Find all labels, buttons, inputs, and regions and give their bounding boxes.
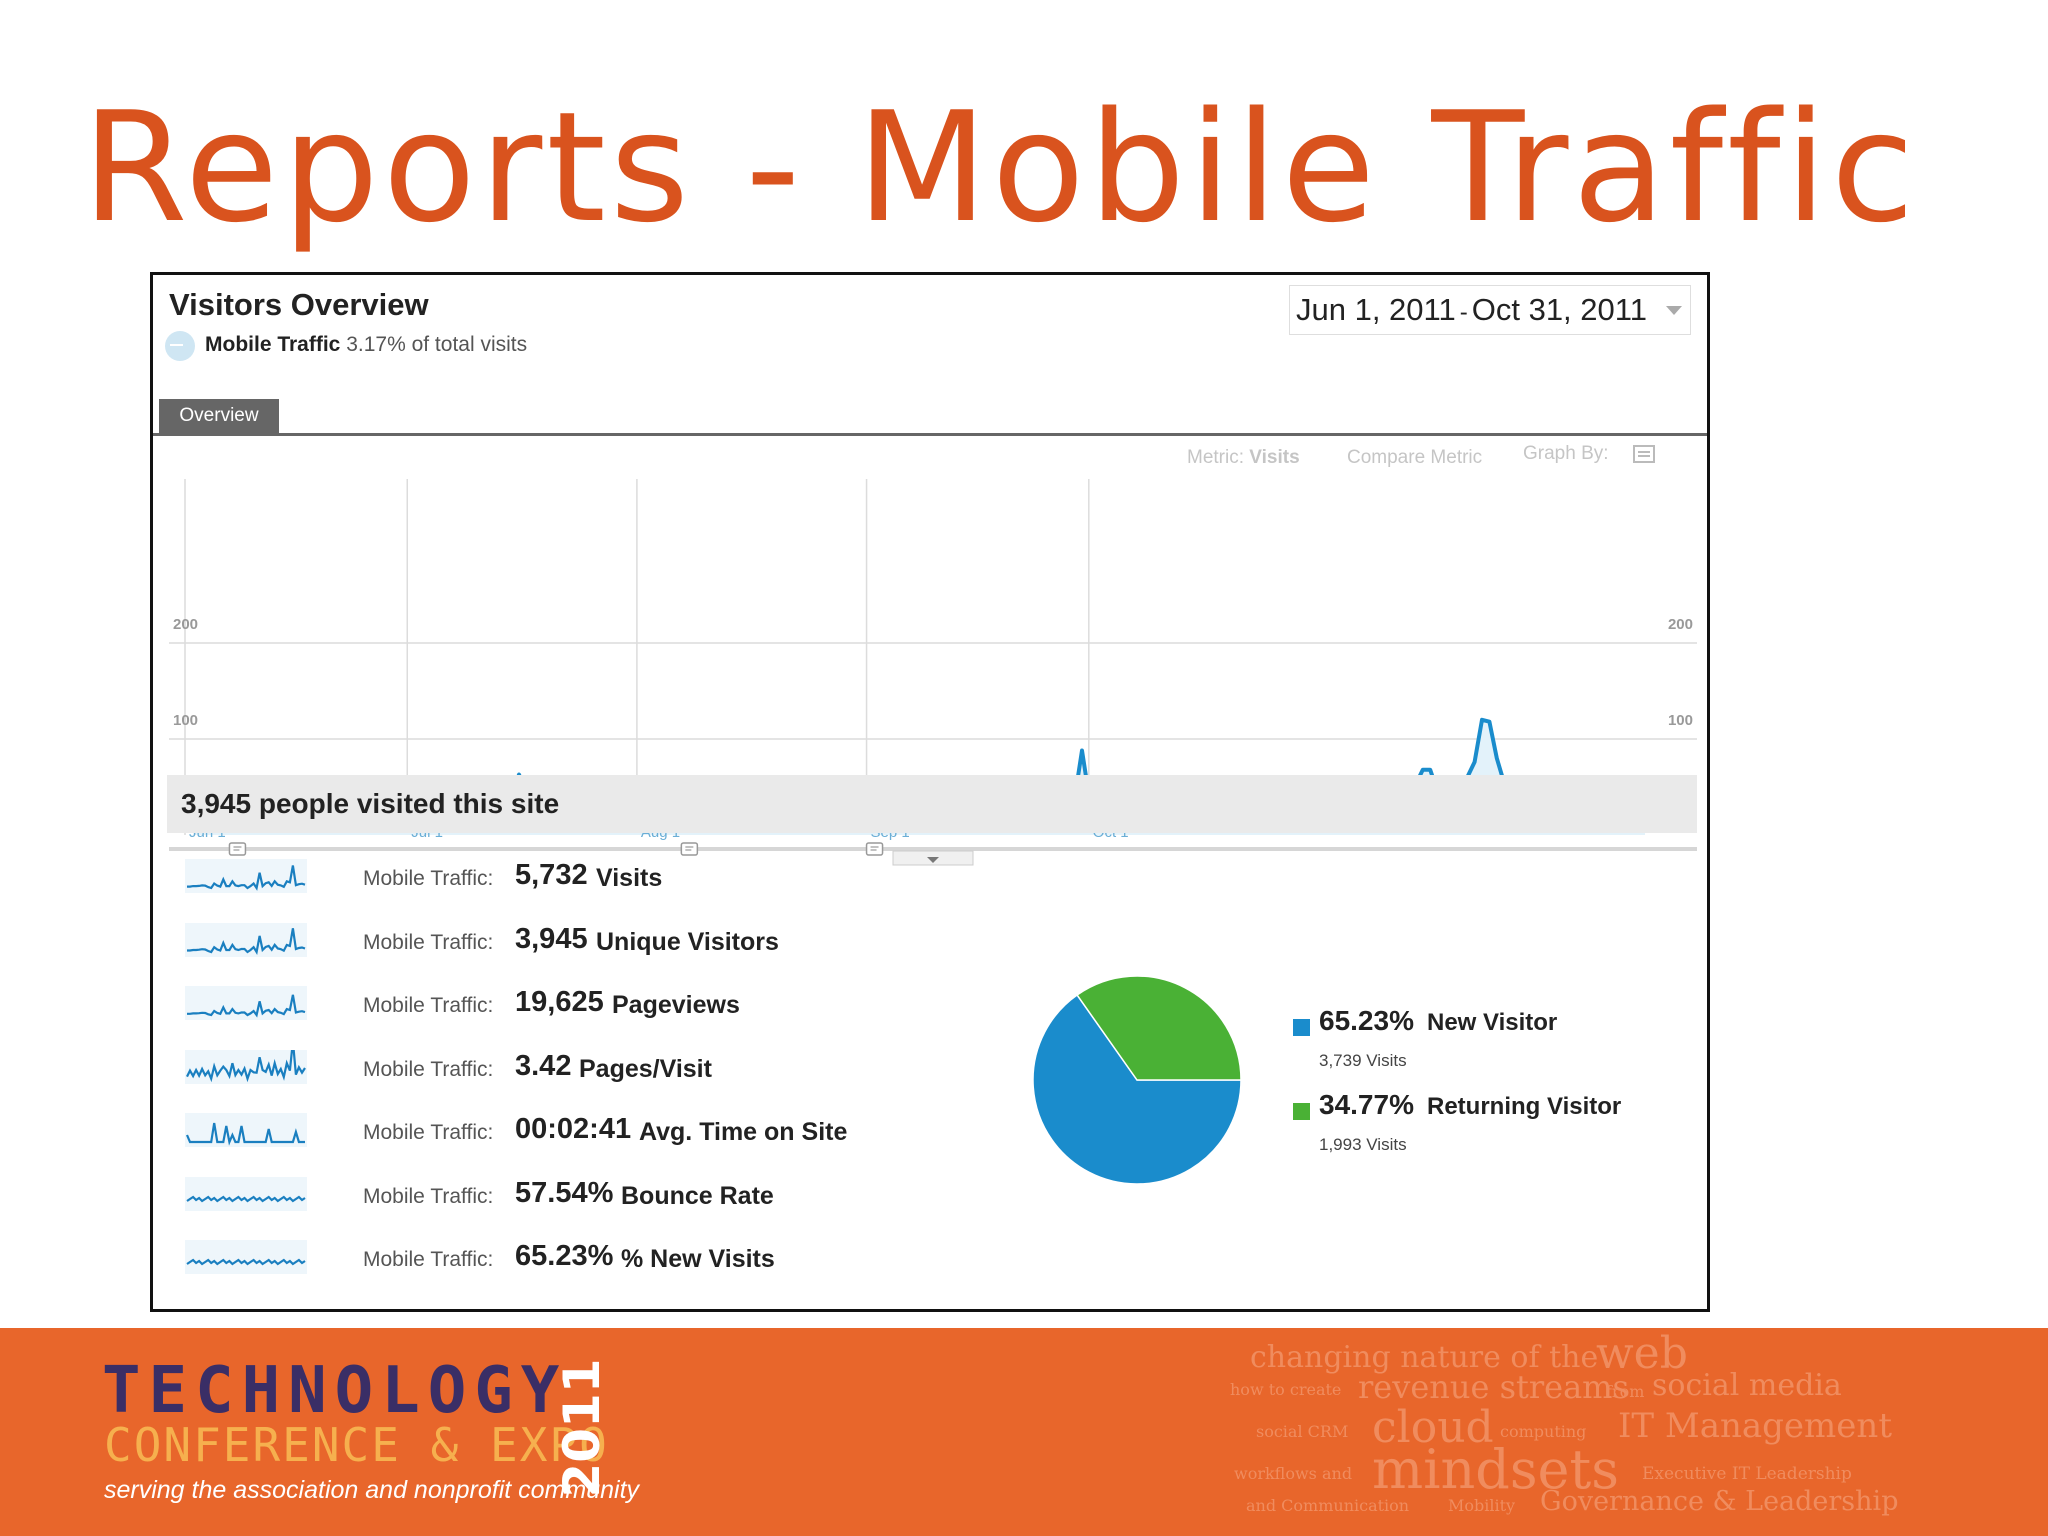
legend-new-pct: 65.23% bbox=[1319, 1005, 1414, 1036]
sparkline-icon bbox=[185, 922, 307, 957]
annotation-icon bbox=[865, 842, 884, 856]
legend-swatch-returning bbox=[1293, 1103, 1310, 1120]
date-start: Jun 1, 2011 bbox=[1296, 292, 1456, 327]
cloud-word: Executive IT Leadership bbox=[1642, 1464, 1852, 1484]
metric-name: Bounce Rate bbox=[621, 1181, 774, 1210]
legend-returning-name: Returning Visitor bbox=[1427, 1093, 1622, 1120]
cloud-word: how to create bbox=[1230, 1380, 1342, 1399]
metric-name: % New Visits bbox=[621, 1245, 775, 1273]
sparkline-icon bbox=[185, 986, 307, 1020]
y-tick-label-left: 200 bbox=[173, 616, 198, 633]
cloud-word: workflows and bbox=[1234, 1464, 1353, 1483]
chevron-down-icon[interactable] bbox=[1666, 306, 1682, 315]
visitor-type-pie bbox=[1032, 975, 1242, 1185]
sparkline-icon bbox=[185, 1113, 307, 1147]
metric-segment-label: Mobile Traffic: bbox=[363, 1248, 494, 1271]
metric-value: 19,625 bbox=[515, 986, 604, 1018]
metric-selector[interactable]: Metric: Visits bbox=[1187, 447, 1300, 469]
cloud-word: IT Management bbox=[1618, 1406, 1892, 1446]
cloud-word: from bbox=[1606, 1382, 1645, 1401]
metric-name: Pageviews bbox=[612, 991, 740, 1019]
logo-technology: TECHNOLOGY bbox=[102, 1354, 568, 1428]
metric-segment-label: Mobile Traffic: bbox=[363, 930, 494, 954]
segment-pie-icon bbox=[165, 331, 195, 361]
cloud-word: and Communication bbox=[1246, 1496, 1410, 1515]
metric-value: 3.42 bbox=[515, 1049, 572, 1082]
metric-value: 3,945 bbox=[515, 922, 588, 955]
logo-tagline: serving the association and nonprofit co… bbox=[104, 1476, 640, 1504]
annotation-icon bbox=[680, 842, 699, 856]
cloud-word: computing bbox=[1500, 1422, 1587, 1441]
sparkline-icon bbox=[185, 859, 307, 893]
metric-name: Avg. Time on Site bbox=[639, 1118, 848, 1146]
cloud-word: social CRM bbox=[1256, 1422, 1349, 1441]
date-end: Oct 31, 2011 bbox=[1471, 292, 1647, 327]
sparkline-icon bbox=[185, 1176, 307, 1211]
legend-new-name: New Visitor bbox=[1427, 1009, 1558, 1036]
metric-value: 00:02:41 bbox=[515, 1113, 632, 1145]
metric-value: 57.54% bbox=[515, 1176, 614, 1209]
metric-value: 65.23% bbox=[515, 1240, 614, 1272]
metric-name: Pages/Visit bbox=[579, 1054, 712, 1083]
date-range-picker[interactable]: Jun 1, 2011- Oct 31, 2011 bbox=[1289, 285, 1691, 335]
legend-new-visits: 3,739 Visits bbox=[1319, 1051, 1407, 1070]
logo-conference: CONFERENCE & EXPO bbox=[104, 1418, 609, 1472]
sparkline-icon bbox=[185, 1049, 307, 1084]
y-tick-label-right: 200 bbox=[1668, 616, 1693, 633]
metric-value: Visits bbox=[1249, 447, 1300, 468]
analytics-screenshot: Visitors Overview Mobile Traffic 3.17% o… bbox=[150, 272, 1710, 1312]
metric-segment-label: Mobile Traffic: bbox=[363, 1184, 494, 1208]
cloud-word: Mobility bbox=[1448, 1496, 1516, 1515]
annotation-icon bbox=[228, 842, 247, 856]
page-title: Visitors Overview bbox=[169, 287, 429, 322]
graph-by-label: Graph By: bbox=[1523, 443, 1609, 464]
tab-overview[interactable]: Overview bbox=[159, 399, 279, 433]
cloud-word: cloud bbox=[1372, 1402, 1494, 1453]
metric-name: Visits bbox=[596, 864, 663, 892]
segment-percentage: 3.17% of total visits bbox=[346, 333, 528, 356]
date-separator: - bbox=[1459, 299, 1468, 326]
chevron-down-icon bbox=[927, 857, 939, 863]
metric-prefix: Metric: bbox=[1187, 447, 1244, 468]
cloud-word: changing nature of the bbox=[1250, 1340, 1599, 1375]
cloud-word: Governance & Leadership bbox=[1540, 1486, 1899, 1517]
summary-headline: 3,945 people visited this site bbox=[167, 775, 1697, 833]
metric-name: Unique Visitors bbox=[596, 927, 779, 956]
sparkline-icon bbox=[185, 1240, 307, 1274]
conference-footer: TECHNOLOGY CONFERENCE & EXPO 2011 servin… bbox=[0, 1328, 2048, 1536]
pie-slice-returning-visitor bbox=[1076, 975, 1242, 1081]
metric-segment-label: Mobile Traffic: bbox=[363, 994, 494, 1017]
pie-slice-new-visitor bbox=[1032, 993, 1242, 1185]
cloud-word: revenue streams bbox=[1358, 1368, 1629, 1406]
compare-metric-link[interactable]: Compare Metric bbox=[1347, 447, 1483, 468]
metric-segment-label: Mobile Traffic: bbox=[363, 867, 494, 890]
y-tick-label-left: 100 bbox=[173, 712, 198, 729]
y-tick-label-right: 100 bbox=[1668, 712, 1693, 729]
metric-segment-label: Mobile Traffic: bbox=[363, 1121, 494, 1144]
slide-title: Reports - Mobile Traffic bbox=[82, 79, 1919, 256]
legend-returning-visits: 1,993 Visits bbox=[1319, 1135, 1407, 1154]
tab-divider bbox=[153, 433, 1707, 436]
cloud-word: mindsets bbox=[1372, 1438, 1619, 1501]
cloud-word: social media bbox=[1652, 1368, 1842, 1403]
metric-value: 5,732 bbox=[515, 859, 588, 891]
metric-segment-label: Mobile Traffic: bbox=[363, 1057, 494, 1081]
chart-baseline bbox=[169, 847, 1697, 851]
legend-swatch-new bbox=[1293, 1019, 1310, 1036]
graph-by-table-icon[interactable] bbox=[1633, 445, 1655, 463]
legend-returning-pct: 34.77% bbox=[1319, 1089, 1414, 1120]
segment-info: Mobile Traffic 3.17% of total visits bbox=[205, 333, 527, 357]
cloud-word: web bbox=[1596, 1328, 1688, 1379]
segment-name: Mobile Traffic bbox=[205, 333, 341, 356]
